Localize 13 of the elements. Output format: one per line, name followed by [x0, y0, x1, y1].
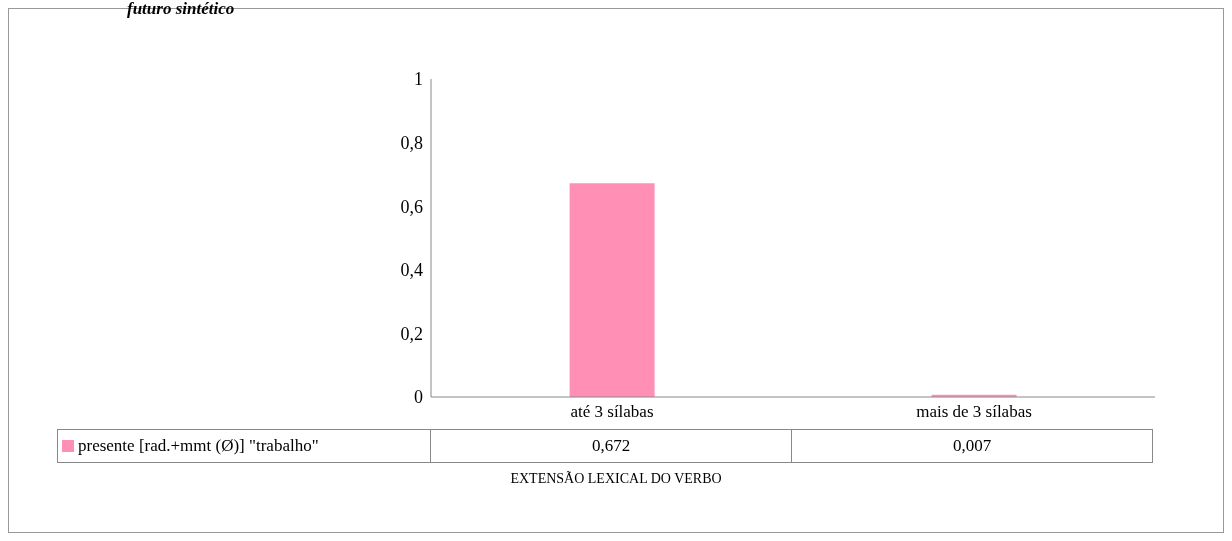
legend-label: presente [rad.+mmt (Ø)] "trabalho" [57, 429, 431, 463]
x-tick-label: mais de 3 sílabas [916, 402, 1032, 422]
x-axis-title: EXTENSÃO LEXICAL DO VERBO [509, 471, 723, 487]
y-tick-label: 0,8 [400, 132, 423, 153]
y-tick-label: 0 [414, 387, 423, 408]
data-label: 0,007 [792, 429, 1153, 463]
y-tick-label: 0,6 [400, 196, 423, 217]
text: futuro sintético [127, 0, 235, 19]
x-tick-label: até 3 sílabas [570, 402, 654, 422]
y-tick-label: 1 [414, 69, 423, 90]
y-tick-label: 0,4 [400, 260, 423, 281]
y-tick-label: 0,2 [400, 323, 423, 344]
data-label: 0,672 [431, 429, 792, 463]
